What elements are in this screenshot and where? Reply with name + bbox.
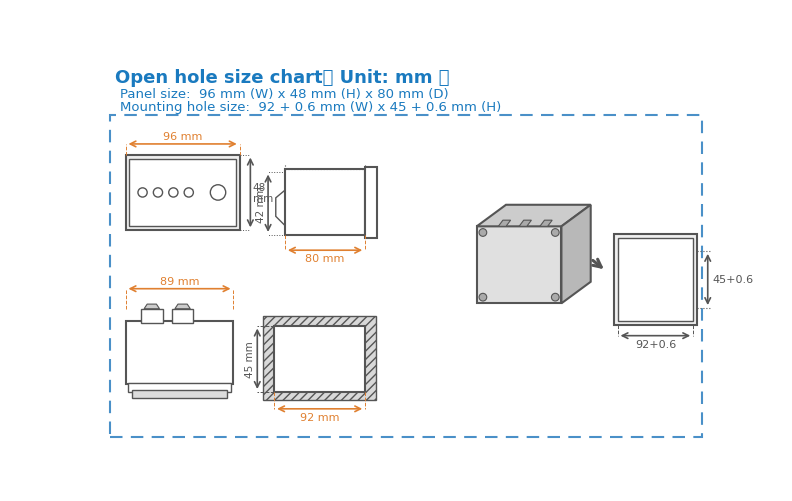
Bar [128, 383, 231, 392]
Polygon shape [144, 305, 159, 309]
Text: 92+0.6: 92+0.6 [634, 339, 676, 349]
Text: 48
mm: 48 mm [253, 182, 273, 204]
Text: 45 mm: 45 mm [245, 341, 255, 377]
Bar [274, 326, 365, 392]
Circle shape [138, 188, 147, 198]
Bar [614, 234, 697, 325]
Circle shape [479, 294, 487, 302]
Text: Panel size:  96 mm (W) x 48 mm (H) x 80 mm (D): Panel size: 96 mm (W) x 48 mm (H) x 80 m… [120, 88, 449, 101]
Circle shape [211, 185, 226, 201]
Text: 92 mm: 92 mm [300, 412, 340, 422]
Polygon shape [562, 205, 591, 304]
Bar [264, 317, 376, 400]
Bar [126, 322, 234, 384]
Circle shape [185, 188, 193, 198]
Text: 45+0.6: 45+0.6 [712, 275, 753, 285]
Bar [126, 155, 240, 231]
Text: Mounting hole size:  92 + 0.6 mm (W) x 45 + 0.6 mm (H): Mounting hole size: 92 + 0.6 mm (W) x 45… [120, 101, 501, 114]
Bar [172, 309, 193, 323]
Polygon shape [498, 221, 511, 227]
Bar [285, 169, 365, 235]
Bar [365, 168, 378, 238]
Text: 42 mm: 42 mm [256, 185, 266, 222]
Text: 80 mm: 80 mm [306, 254, 345, 264]
Text: 89 mm: 89 mm [160, 276, 200, 286]
Text: 96 mm: 96 mm [163, 132, 202, 142]
Polygon shape [477, 227, 562, 304]
Polygon shape [175, 305, 190, 309]
Circle shape [169, 188, 178, 198]
Polygon shape [519, 221, 531, 227]
Bar [264, 317, 376, 400]
Polygon shape [477, 205, 591, 227]
Bar [618, 238, 693, 322]
Circle shape [551, 229, 559, 237]
Circle shape [154, 188, 162, 198]
Bar [141, 309, 162, 323]
Polygon shape [540, 221, 552, 227]
Text: Open hole size chart（ Unit: mm ）: Open hole size chart（ Unit: mm ） [115, 69, 449, 87]
Circle shape [479, 229, 487, 237]
Bar [131, 391, 227, 398]
Circle shape [551, 294, 559, 302]
Bar [129, 159, 236, 227]
